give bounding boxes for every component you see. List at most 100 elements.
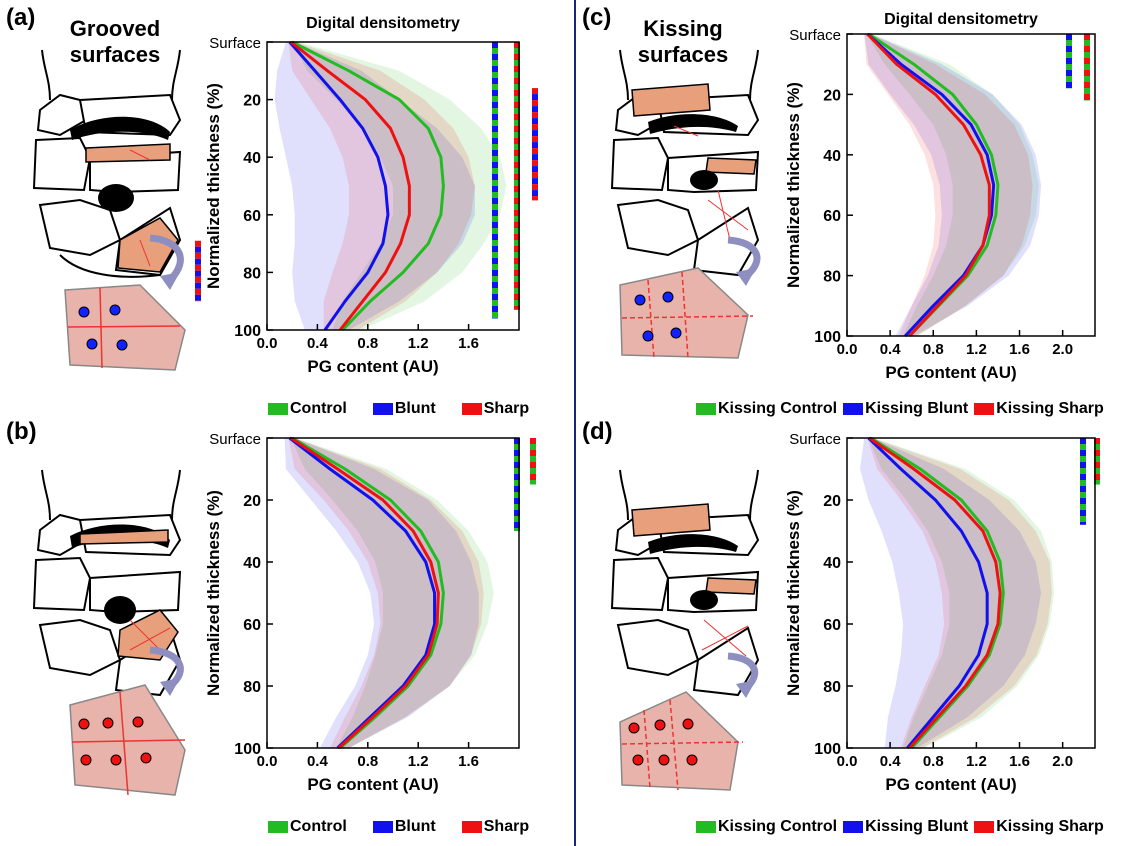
legend-swatch-sharp (461, 403, 482, 415)
significance-segment (514, 168, 520, 174)
significance-segment (492, 84, 498, 90)
significance-segment (514, 114, 520, 120)
legend-item-control: Control (268, 818, 347, 836)
significance-segment (514, 54, 520, 60)
x-tick-label: 0.0 (257, 753, 278, 770)
significance-segment (514, 450, 520, 456)
y-tick-label: 80 (243, 679, 261, 696)
significance-segment (514, 126, 520, 132)
significance-segment (532, 178, 538, 185)
legend-d: Kissing Control Kissing Blunt Kissing Sh… (696, 815, 1104, 839)
legend-item-kissing-control: Kissing Control (696, 818, 837, 836)
x-tick-label: 0.0 (257, 335, 278, 352)
y-tick-label: 40 (243, 150, 261, 167)
significance-segment (514, 228, 520, 234)
y-tick-label: 40 (823, 148, 841, 165)
legend-label-kissing-blunt: Kissing Blunt (865, 818, 969, 835)
legend-label-control: Control (290, 400, 347, 417)
significance-segment (492, 210, 498, 216)
significance-bar (532, 88, 538, 201)
significance-segment (1084, 52, 1090, 58)
significance-segment (492, 252, 498, 258)
significance-segment (514, 72, 520, 78)
significance-segment (492, 288, 498, 294)
legend-label-kissing-sharp: Kissing Sharp (996, 818, 1104, 835)
x-tick-label: 1.2 (408, 753, 429, 770)
y-tick-label: Surface (209, 431, 261, 448)
significance-segment (492, 180, 498, 186)
significance-segment (195, 282, 201, 289)
line-kissing-blunt (866, 32, 996, 338)
significance-segment (514, 252, 520, 258)
significance-segment (514, 156, 520, 162)
line-kissing-sharp (866, 32, 991, 338)
significance-segment (514, 186, 520, 192)
significance-segment (1080, 474, 1086, 480)
significance-segment (514, 474, 520, 480)
significance-segment (514, 270, 520, 276)
line-kissing-blunt (867, 436, 989, 749)
significance-segment (514, 504, 520, 510)
significance-segment (492, 216, 498, 222)
plot-frame (846, 33, 1096, 337)
legend-c: Kissing Control Kissing Blunt Kissing Sh… (696, 397, 1104, 421)
legend-swatch-blunt (372, 821, 393, 833)
significance-segment (514, 204, 520, 210)
significance-segment (492, 264, 498, 270)
significance-segment (530, 468, 536, 474)
significance-segment (530, 462, 536, 468)
significance-segment (514, 102, 520, 108)
significance-segment (532, 184, 538, 191)
panel-letter-a: (a) (6, 4, 36, 31)
significance-segment (492, 114, 498, 120)
significance-segment (1094, 450, 1100, 456)
significance-segment (1084, 82, 1090, 88)
band-blunt (274, 42, 475, 330)
band-kissing-blunt (864, 34, 1042, 336)
y-tick-label: Surface (789, 27, 841, 44)
legend-swatch-sharp (461, 821, 482, 833)
significance-segment (514, 222, 520, 228)
significance-segment (1094, 462, 1100, 468)
significance-segment (514, 144, 520, 150)
chart-title: Digital densitometry (884, 11, 1038, 28)
plot-frame (266, 41, 520, 331)
significance-segment (492, 228, 498, 234)
significance-segment (514, 120, 520, 126)
y-axis-label: Normalized thickness (%) (204, 83, 223, 289)
significance-segment (195, 276, 201, 283)
significance-segment (1094, 480, 1100, 485)
x-tick-label: 1.6 (458, 753, 479, 770)
significance-segment (492, 72, 498, 78)
legend-label-sharp: Sharp (483, 818, 530, 835)
significance-segment (195, 258, 201, 265)
legend-item-blunt: Blunt (372, 818, 436, 836)
y-tick-label: 100 (234, 741, 261, 758)
significance-segment (1066, 34, 1072, 40)
y-tick-label: 20 (823, 87, 841, 104)
significance-segment (1094, 444, 1100, 450)
significance-segment (492, 246, 498, 252)
significance-segment (530, 450, 536, 456)
legend-swatch-blunt (372, 403, 393, 415)
significance-segment (492, 132, 498, 138)
y-tick-label: 40 (823, 555, 841, 572)
significance-segment (492, 300, 498, 306)
band-kissing-control (868, 438, 1055, 748)
significance-segment (1080, 522, 1086, 525)
significance-bar (1080, 438, 1086, 525)
significance-segment (492, 42, 498, 48)
significance-bar (1066, 34, 1072, 89)
significance-segment (1080, 516, 1086, 522)
y-tick-label: 20 (243, 493, 261, 510)
legend-item-kissing-blunt: Kissing Blunt (843, 818, 968, 836)
significance-segment (514, 192, 520, 198)
significance-segment (514, 438, 520, 444)
significance-segment (532, 148, 538, 155)
significance-segment (1084, 64, 1090, 70)
significance-segment (1080, 438, 1086, 444)
significance-segment (195, 246, 201, 253)
y-tick-label: 80 (823, 269, 841, 286)
significance-segment (492, 54, 498, 60)
